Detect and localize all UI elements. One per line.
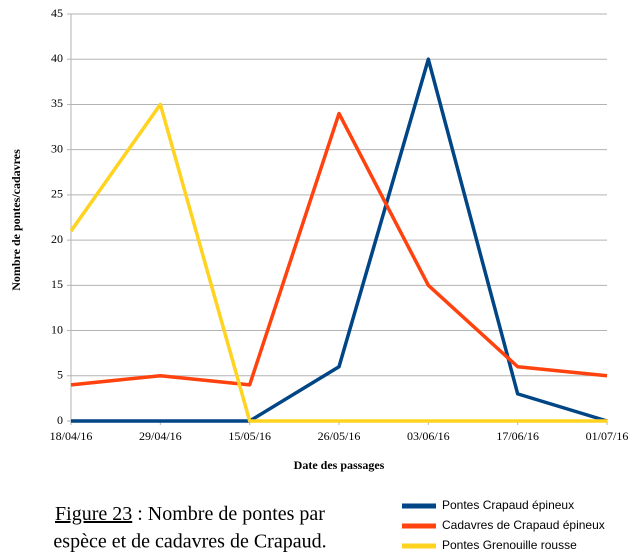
series-line	[70, 111, 608, 387]
y-axis-title: Nombre de pontes/cadavres	[9, 149, 23, 291]
caption-line: Figure 23 : Nombre de pontes par	[55, 503, 325, 525]
x-tick-label: 17/06/16	[496, 429, 539, 443]
y-tick-label: 20	[51, 232, 63, 246]
x-tick-label: 29/04/16	[139, 429, 182, 443]
y-tick-label: 0	[57, 413, 63, 427]
caption-line: espèce et de cadavres de Crapaud.	[53, 531, 326, 553]
x-tick-label: 15/05/16	[228, 429, 271, 443]
x-tick-label: 18/04/16	[50, 429, 93, 443]
series-line	[71, 57, 608, 423]
series-line	[69, 102, 607, 423]
y-tick-label: 25	[51, 187, 63, 201]
caption-label: Figure 23	[55, 503, 132, 525]
caption-text: : Nombre de pontes par	[132, 503, 325, 525]
legend-label: Pontes Grenouille rousse	[442, 538, 577, 552]
y-tick-label: 45	[51, 6, 63, 20]
y-tick-label: 30	[51, 141, 63, 155]
y-tick-label: 5	[57, 368, 63, 382]
x-axis-title: Date des passages	[294, 458, 385, 472]
legend-label: Pontes Crapaud épineux	[442, 498, 574, 512]
y-tick-label: 15	[51, 277, 63, 291]
x-tick-label: 03/06/16	[407, 429, 450, 443]
y-tick-label: 40	[51, 51, 63, 65]
legend-label: Cadavres de Crapaud épineux	[442, 518, 605, 532]
y-tick-label: 10	[51, 322, 63, 336]
x-tick-label: 26/05/16	[318, 429, 361, 443]
x-tick-label: 01/07/16	[586, 429, 629, 443]
y-tick-label: 35	[51, 96, 63, 110]
